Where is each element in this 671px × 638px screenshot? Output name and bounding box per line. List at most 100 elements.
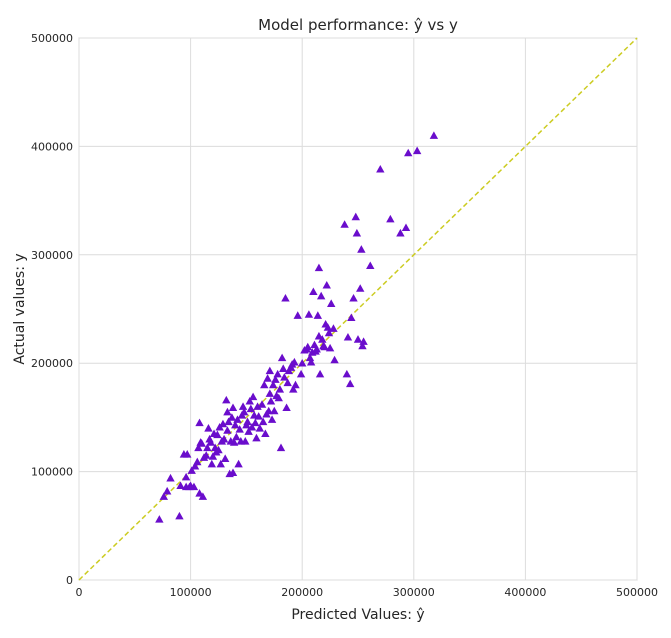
data-point (305, 353, 315, 362)
data-point (224, 417, 233, 426)
data-point (176, 481, 185, 490)
data-point (207, 459, 217, 468)
data-point (248, 392, 258, 401)
data-point (222, 395, 231, 404)
data-point (401, 223, 411, 232)
data-point (298, 359, 307, 367)
data-point (261, 429, 270, 438)
data-point (353, 335, 363, 343)
data-point (327, 299, 336, 307)
data-point (280, 373, 289, 381)
data-point (318, 335, 327, 343)
data-point (239, 407, 249, 416)
data-point (273, 369, 282, 378)
data-point (183, 450, 192, 458)
y-tick-label: 0 (66, 574, 73, 587)
data-point (162, 486, 172, 495)
data-point (330, 355, 339, 364)
data-point (296, 369, 306, 378)
data-point (175, 511, 184, 520)
data-point (255, 424, 264, 432)
data-point (324, 328, 334, 337)
data-point (289, 385, 298, 393)
data-point (325, 343, 335, 352)
data-point (306, 357, 316, 366)
data-point (358, 341, 367, 350)
data-point (198, 492, 208, 500)
data-point (223, 426, 232, 434)
data-point (181, 472, 191, 481)
data-point (243, 417, 252, 426)
data-point (244, 427, 253, 435)
data-point (356, 284, 365, 292)
data-point (283, 378, 292, 387)
y-tick-label: 200000 (31, 357, 73, 370)
chart-title: Model performance: ŷ vs y (258, 16, 458, 34)
data-point (316, 291, 326, 300)
data-point (291, 380, 300, 389)
data-point (223, 407, 232, 416)
data-point (267, 415, 277, 423)
y-tick-label: 300000 (31, 249, 73, 262)
data-point (251, 418, 260, 427)
y-axis-ticks: 0 100000 200000 300000 400000 500000 (31, 32, 73, 587)
data-point (320, 342, 329, 351)
data-point (197, 439, 206, 447)
x-axis-ticks: 0 100000 200000 300000 400000 500000 (76, 586, 659, 599)
data-point (245, 396, 254, 405)
data-point (277, 353, 287, 362)
x-tick-label: 200000 (281, 586, 323, 599)
data-point (303, 342, 312, 351)
identity-reference-line (78, 37, 638, 581)
data-point (340, 220, 349, 228)
data-point (231, 420, 240, 429)
data-point (203, 443, 212, 452)
data-point (229, 438, 239, 446)
data-point (190, 461, 200, 470)
x-tick-label: 100000 (170, 586, 212, 599)
data-point (265, 366, 275, 375)
data-point (218, 419, 228, 428)
data-point (219, 434, 229, 443)
data-point (238, 402, 248, 410)
data-point (342, 369, 352, 378)
data-point (268, 380, 278, 389)
x-tick-label: 0 (76, 586, 83, 599)
data-point (208, 452, 218, 460)
data-point (359, 337, 368, 345)
data-points (155, 131, 439, 523)
data-point (257, 400, 267, 408)
data-point (412, 146, 422, 155)
data-point (282, 403, 291, 412)
data-point (313, 311, 323, 319)
data-point (189, 482, 199, 491)
x-axis-label: Predicted Values: ŷ (291, 607, 424, 623)
data-point (194, 443, 203, 452)
data-point (253, 402, 262, 410)
data-point (376, 164, 385, 173)
data-point (258, 417, 268, 426)
data-point (206, 438, 215, 446)
x-tick-label: 400000 (504, 586, 546, 599)
data-point (241, 437, 250, 445)
data-point (246, 404, 256, 413)
data-point (349, 293, 358, 302)
data-point (322, 280, 331, 289)
data-point (228, 468, 238, 477)
y-tick-label: 100000 (31, 466, 73, 479)
y-tick-label: 400000 (31, 140, 73, 153)
data-point (329, 324, 338, 332)
data-point (252, 433, 261, 442)
data-point (233, 415, 242, 423)
data-point (155, 515, 164, 523)
data-point (281, 293, 290, 302)
reference-line-group (78, 37, 638, 581)
data-point (247, 422, 257, 431)
data-point (220, 454, 230, 462)
data-point (232, 432, 241, 441)
data-point (260, 380, 269, 389)
data-point (304, 310, 314, 318)
data-point (159, 492, 169, 500)
data-point (166, 473, 175, 482)
